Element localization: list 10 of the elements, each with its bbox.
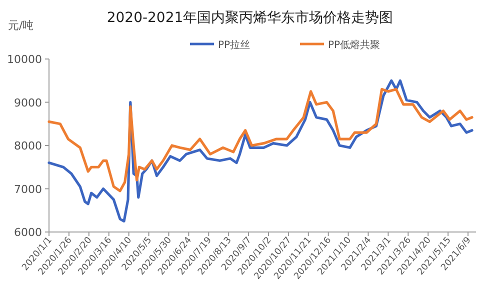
y-tick-label: 9000 [14, 96, 42, 110]
line-series [48, 88, 474, 192]
y-tick-label: 6000 [14, 226, 42, 239]
y-tick-label: 10000 [7, 53, 42, 66]
y-axis-title: 元/吨 [8, 19, 34, 32]
y-tick-label: 8000 [14, 140, 42, 152]
chart-title: 2020-2021年国内聚丙烯华东市场价格走势图 [106, 10, 394, 26]
y-tick-label: 7000 [14, 182, 42, 196]
legend-label: PP拉丝 [218, 39, 250, 51]
legend-label: PP低熔共聚 [328, 39, 380, 51]
